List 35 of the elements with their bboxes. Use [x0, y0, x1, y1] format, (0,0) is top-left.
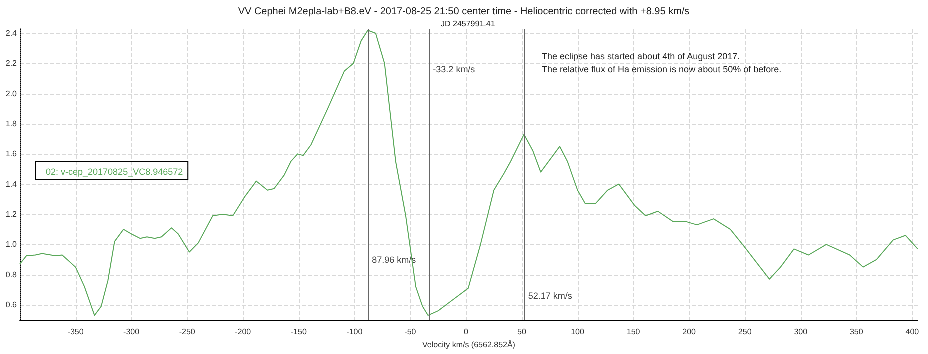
chart-subtitle: JD 2457991.41 — [441, 20, 496, 28]
x-tick-label: -200 — [235, 328, 252, 337]
annotation: The relative flux of Ha emission is now about 50% of before. — [542, 64, 782, 74]
x-tick-label: 250 — [738, 328, 752, 337]
y-tick-label: 1.0 — [6, 240, 18, 250]
y-tick-label: 2.2 — [6, 59, 18, 68]
annotation: 52.17 km/s — [528, 290, 573, 301]
x-tick-label: 200 — [682, 328, 697, 337]
x-tick-label: -100 — [346, 328, 364, 337]
x-tick-label: -300 — [124, 328, 140, 337]
x-tick-label: -150 — [290, 328, 308, 337]
y-tick-label: 1.2 — [6, 210, 18, 220]
annotation: The eclipse has started about 4th of August 2017. — [542, 52, 740, 62]
x-tick-label: 300 — [794, 328, 808, 337]
annotation: -33.2 km/s — [433, 64, 476, 75]
x-tick-label: -50 — [404, 328, 417, 337]
y-tick-label: 0.6 — [6, 300, 18, 310]
chart-title: VV Cephei M2epla-lab+B8.eV - 2017-08-25 21:50 center time - Heliocentric corrected with +8.95 km/s — [238, 6, 690, 18]
y-tick-label: 2.0 — [6, 89, 18, 98]
y-tick-label: 0.8 — [6, 270, 18, 280]
x-tick-label: 350 — [850, 328, 864, 337]
line-series — [20, 30, 918, 316]
x-tick-label: 50 — [518, 328, 527, 337]
x-tick-label: -250 — [179, 328, 196, 337]
x-tick-label: 0 — [464, 328, 469, 337]
x-tick-label: 400 — [906, 328, 920, 337]
y-tick-label: 2.4 — [6, 29, 18, 38]
x-tick-label: 100 — [571, 328, 585, 337]
x-tick-label: -350 — [68, 328, 84, 337]
text: 02: v-cep_20170825_VC8.946572 — [46, 167, 184, 177]
y-tick-label: 1.4 — [6, 180, 18, 189]
x-axis-title: Velocity km/s (6562.852Å) — [422, 340, 516, 350]
y-tick-label: 1.6 — [6, 150, 18, 159]
x-tick-label: 150 — [626, 328, 641, 337]
y-tick-label: 1.8 — [6, 120, 18, 129]
